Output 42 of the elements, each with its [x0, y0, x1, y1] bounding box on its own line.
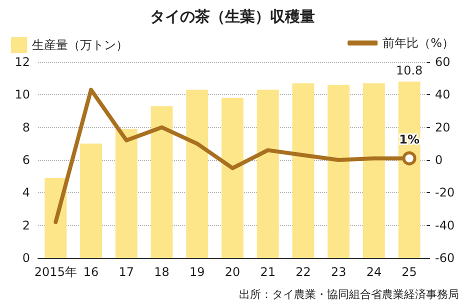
x-tick-label: 18: [154, 265, 170, 279]
y2-tick-label: 60: [435, 55, 450, 69]
chart-title: タイの茶（生葉）収穫量: [150, 8, 315, 26]
bar: [256, 90, 279, 258]
bar: [328, 84, 350, 258]
y-tick-label: 4: [22, 186, 30, 200]
x-tick-label: 21: [260, 265, 276, 279]
x-tick-label: 20: [224, 265, 240, 279]
x-tick-label: 2015年: [34, 265, 77, 279]
bar: [44, 178, 67, 258]
x-tick-label: 16: [83, 265, 99, 279]
y2-tick-label: -60: [435, 251, 455, 265]
y-tick-label: 0: [22, 251, 30, 265]
bar: [150, 106, 173, 258]
y2-tick-label: 0: [435, 153, 443, 167]
y2-tick-label: -20: [435, 186, 455, 200]
data-label: 1%: [399, 132, 420, 146]
x-tick-label: 23: [330, 265, 346, 279]
bar: [398, 82, 420, 258]
bar: [115, 128, 138, 258]
x-tick-label: 25: [402, 265, 417, 279]
text: 出所：タイ農業・協同組合省農業経済事務局: [239, 288, 459, 301]
bar: [80, 144, 102, 258]
y2-tick-label: 40: [435, 88, 450, 102]
y-tick-label: 8: [22, 120, 30, 134]
x-tick-label: 17: [118, 265, 134, 279]
x-tick-label: 19: [189, 265, 205, 279]
legend-label: 生産量（万トン）: [32, 38, 128, 52]
bar: [362, 83, 385, 258]
bar: [222, 98, 244, 258]
y-tick-label: 12: [14, 55, 30, 69]
y2-tick-label: 20: [435, 120, 450, 134]
legend-label: 前年比（%）: [382, 36, 454, 50]
bar: [186, 90, 208, 258]
bar: [292, 83, 314, 258]
y-tick-label: 10: [14, 88, 30, 102]
y-tick-label: 2: [22, 218, 30, 232]
x-tick-label: 22: [296, 265, 311, 279]
y2-tick-label: -40: [435, 218, 455, 232]
x-tick-label: 24: [366, 265, 382, 279]
y-tick-label: 6: [22, 153, 30, 167]
data-label: 10.8: [396, 64, 423, 78]
